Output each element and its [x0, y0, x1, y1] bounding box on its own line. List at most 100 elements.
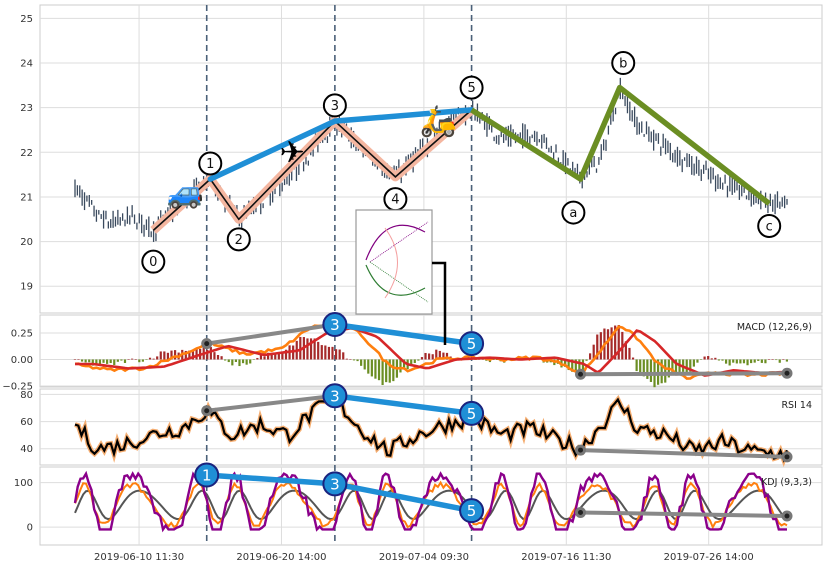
macd-hist-bar — [707, 356, 710, 360]
macd-hist-bar — [413, 359, 416, 363]
macd-hist-bar — [742, 359, 746, 364]
macd-hist-bar — [563, 359, 567, 367]
macd-hist-bar — [320, 345, 323, 360]
macd-hist-bar — [227, 359, 230, 363]
macd-hist-bar — [77, 359, 80, 360]
macd-hist-bar — [166, 352, 170, 360]
macd-hist-bar — [324, 345, 327, 360]
x-tick-label-3: 2019-07-16 11:30 — [521, 552, 611, 563]
inset-connector — [432, 261, 447, 345]
macd-hist-bar — [717, 359, 721, 361]
impulse-wave-circle-3 — [322, 93, 347, 118]
macd-hist-bar — [277, 352, 280, 360]
macd-hist-bar — [664, 359, 667, 383]
macd-hist-bar — [778, 359, 781, 363]
macd-hist-bar — [724, 359, 728, 364]
rsi-peak-label-5: 5 — [467, 405, 477, 423]
macd-hist-bar — [585, 359, 588, 361]
macd-hist-bar — [660, 359, 663, 384]
corrective-wave-line — [470, 84, 771, 206]
impulse-wave-circle-2 — [226, 227, 251, 252]
macd-hist-bar — [699, 359, 703, 360]
macd-hist-bar — [592, 344, 595, 360]
price-tick-label-6: 25 — [20, 14, 33, 25]
car-icon: 🚙 — [167, 175, 204, 210]
macd-hist-bar — [578, 359, 581, 375]
macd-signal-line — [75, 327, 788, 377]
macd-hist-bar — [782, 359, 785, 360]
macd-hist-bar — [467, 355, 470, 360]
macd-hist-bar — [617, 324, 620, 360]
macd-hist-bar — [385, 359, 388, 383]
macd-hist-bar — [317, 341, 320, 360]
macd-hist-bar — [309, 338, 313, 360]
macd-hist-bar — [84, 359, 87, 363]
macd-hist-bar — [746, 359, 749, 366]
macd-hist-bar — [363, 359, 366, 370]
macd-hist-bar — [399, 359, 402, 373]
macd-hist-bar — [639, 359, 642, 374]
macd-hist-bar — [345, 358, 348, 360]
macd-hist-bar — [91, 359, 94, 366]
macd-hist-bar — [735, 359, 738, 364]
rsi-peak-label-3: 3 — [330, 387, 340, 405]
macd-hist-bar — [410, 359, 413, 367]
macd-hist-bar — [599, 332, 602, 360]
macd-hist-bar — [428, 353, 431, 360]
macd-hist-bar — [388, 359, 391, 383]
macd-hist-bar — [148, 357, 152, 360]
kdj-peak-marker-1 — [194, 462, 220, 488]
macd-hist-bar — [145, 359, 148, 360]
kdj-title: KDJ (9,3,3) — [761, 477, 812, 488]
price-tick-label-0: 19 — [20, 282, 33, 293]
kdj-gray-line-0 — [578, 510, 789, 519]
macd-hist-bar — [649, 359, 653, 382]
macd-hist-bar — [216, 355, 220, 360]
divergence-overlay: 3 5 3 5 1 3 5 — [194, 312, 793, 524]
macd-hist-bar — [102, 359, 105, 363]
macd-hist-bar — [703, 356, 706, 360]
rsi-gray-dot-center — [784, 454, 790, 460]
macd-hist-bar — [481, 359, 484, 360]
kdj-gray-dot-center — [578, 509, 584, 515]
macd-hist-bar — [692, 359, 695, 367]
macd-gray-dot-center — [204, 341, 210, 347]
macd-hist-bar — [646, 359, 649, 379]
macd-hist-bar — [417, 359, 420, 361]
macd-hist-bar — [170, 350, 173, 360]
macd-hist-bar — [721, 359, 724, 361]
macd-hist-bar — [435, 349, 438, 360]
kdj-peak-label-3: 3 — [330, 475, 340, 493]
macd-hist-bar — [163, 351, 166, 360]
elliott-waves: 0 1 2 3 4 5 a b c 🚙 ✈ 🛵 — [141, 51, 782, 274]
corrective-wave-label-a: a — [569, 206, 577, 221]
macd-hist-bar — [739, 359, 742, 364]
macd-hist-bar — [127, 359, 130, 360]
inset-thumbnail — [355, 209, 433, 315]
impulse-wave-label-1: 1 — [206, 157, 214, 172]
macd-hist-bar — [184, 350, 187, 360]
macd-hist-bar — [614, 325, 617, 360]
macd-hist-bar — [95, 359, 98, 365]
price-tick-label-4: 23 — [20, 103, 33, 114]
macd-hist-bar — [757, 359, 760, 361]
macd-hist-bar — [152, 358, 155, 360]
macd-hist-bar — [249, 359, 252, 364]
macd-hist-bar — [138, 359, 141, 363]
impulse-wave-label-4: 4 — [391, 193, 399, 208]
macd-hist-bar — [392, 359, 395, 382]
macd-hist-bar — [156, 356, 159, 360]
macd-hist-bar — [256, 357, 259, 360]
macd-hist-bar — [360, 359, 363, 366]
corrective-wave-label-c: c — [766, 219, 773, 234]
macd-hist-bar — [116, 359, 119, 362]
price-tick-label-5: 24 — [20, 59, 33, 70]
macd-hist-bar — [431, 354, 434, 360]
kdj-tick-label-1: 100 — [14, 478, 33, 489]
macd-hist-bar — [342, 352, 345, 360]
macd-hist-bar — [728, 359, 731, 366]
macd-hist-bar — [750, 359, 753, 364]
macd-hist-bar — [80, 359, 84, 362]
macd-hist-bar — [771, 359, 774, 360]
macd-hist-bar — [753, 359, 756, 363]
